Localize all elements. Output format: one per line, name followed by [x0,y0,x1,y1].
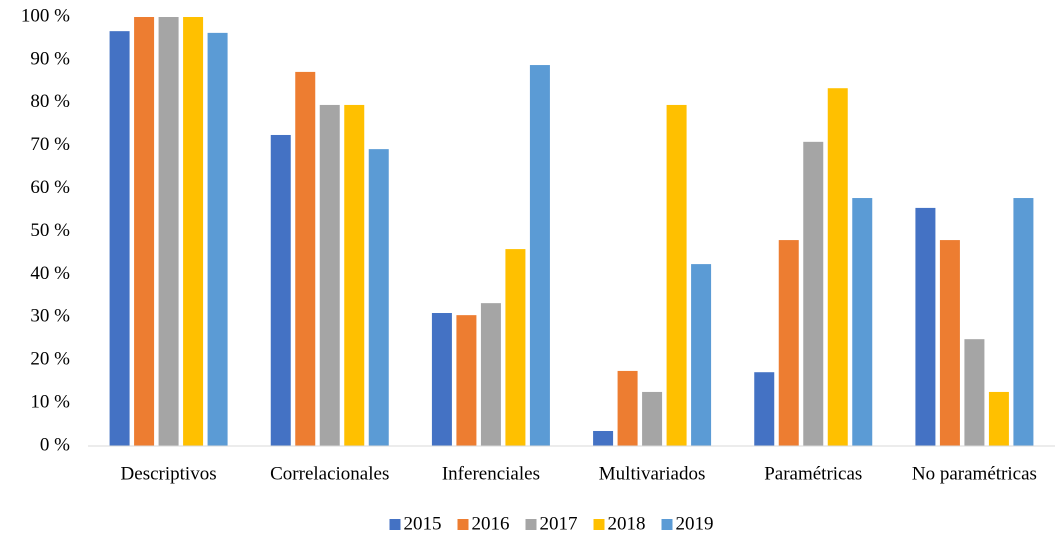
bar [593,430,614,446]
bar [666,104,687,446]
bar [480,303,501,446]
bar [754,372,775,446]
bar [617,370,638,446]
bar [207,32,228,447]
bar [270,134,291,446]
legend-swatch [389,519,401,530]
bar [344,104,365,446]
bar [827,88,848,447]
y-tick-label: 70 % [30,134,70,155]
bar [295,71,316,447]
bar [803,141,824,447]
y-tick-label: 0 % [40,434,70,455]
y-tick-label: 80 % [30,91,70,112]
bar [109,31,130,446]
bar [134,17,155,446]
bar [642,391,663,446]
bar [778,240,799,446]
x-tick-label: No paramétricas [912,463,1037,484]
bar [368,149,389,446]
y-tick-label: 10 % [30,391,70,412]
legend-label: 2016 [472,513,510,534]
legend-swatch [457,519,469,530]
bar [431,313,452,446]
y-tick-label: 100 % [21,5,70,26]
x-tick-label: Multivariados [599,463,706,484]
bar [1013,198,1034,446]
legend-swatch [593,519,605,530]
y-tick-label: 40 % [30,263,70,284]
y-tick-label: 60 % [30,177,70,198]
bar [158,17,179,446]
bar [915,207,936,446]
bar [988,391,1009,446]
legend-label: 2019 [676,513,714,534]
legend-label: 2018 [608,513,646,534]
y-tick-label: 90 % [30,48,70,69]
bar [852,198,873,446]
bar [939,240,960,446]
bar [691,264,712,446]
x-tick-label: Correlacionales [270,463,389,484]
legend-swatch [525,519,537,530]
bar [456,315,477,446]
bar [964,339,985,446]
x-tick-label: Descriptivos [121,463,217,484]
bar [529,65,550,446]
legend-swatch [661,519,673,530]
legend-label: 2017 [540,513,578,534]
x-tick-label: Inferenciales [442,463,540,484]
y-tick-label: 20 % [30,349,70,370]
x-tick-label: Paramétricas [764,463,862,484]
y-tick-label: 30 % [30,306,70,327]
bar [319,104,340,446]
y-tick-label: 50 % [30,220,70,241]
legend-label: 2015 [404,513,442,534]
bar [505,249,526,446]
bar [183,17,204,446]
